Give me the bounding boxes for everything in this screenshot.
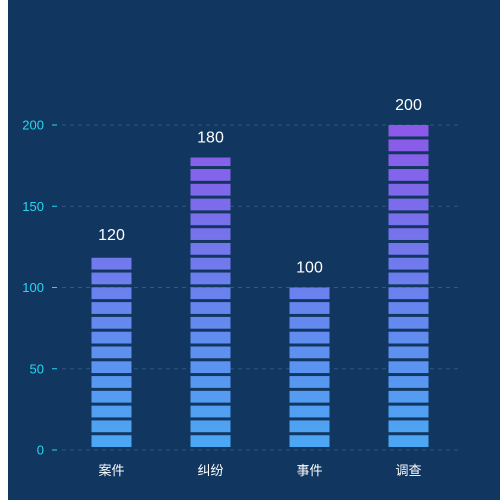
y-tick-label-200: 200 xyxy=(22,118,44,133)
bar-segment-纠纷-6 xyxy=(190,346,231,359)
bar-segment-事件-6 xyxy=(289,346,330,359)
y-tick-label-50: 50 xyxy=(30,361,44,376)
bar-segment-案件-7 xyxy=(91,331,132,344)
bar-segment-调查-5 xyxy=(388,361,429,374)
bar-segment-案件-2 xyxy=(91,405,132,418)
bar-segment-案件-1 xyxy=(91,420,132,433)
bar-事件 xyxy=(289,287,330,447)
bar-segment-案件-8 xyxy=(91,316,132,329)
bar-segment-调查-12 xyxy=(388,257,429,270)
bar-segment-案件-6 xyxy=(91,346,132,359)
bar-segment-调查-21 xyxy=(388,125,429,137)
x-tick-label-调查: 调查 xyxy=(395,464,421,479)
y-axis: 0 50 100 150 200 xyxy=(22,118,44,458)
x-tick-label-案件: 案件 xyxy=(98,464,124,479)
data-label-调查: 200 xyxy=(395,97,422,114)
bar-segment-事件-5 xyxy=(289,361,330,374)
bar-segment-纠纷-2 xyxy=(190,405,231,418)
bar-segment-案件-11 xyxy=(91,272,132,285)
bar-segment-纠纷-3 xyxy=(190,390,231,403)
y-tick-label-150: 150 xyxy=(22,199,44,214)
bar-调查 xyxy=(388,125,429,447)
bar-segment-调查-14 xyxy=(388,228,429,240)
bar-segment-事件-10 xyxy=(289,287,330,300)
bar-segment-纠纷-12 xyxy=(190,257,231,270)
bar-segment-纠纷-4 xyxy=(190,376,231,388)
bar-segment-调查-3 xyxy=(388,390,429,403)
y-tick-label-0: 0 xyxy=(37,443,44,458)
bar-segment-纠纷-7 xyxy=(190,331,231,344)
x-axis: 案件 纠纷 事件 调查 xyxy=(98,464,421,479)
data-label-案件: 120 xyxy=(98,227,125,244)
bar-纠纷 xyxy=(190,157,231,447)
bar-segment-纠纷-17 xyxy=(190,183,231,196)
bar-segment-调查-13 xyxy=(388,242,429,255)
bar-segment-案件-10 xyxy=(91,287,132,300)
bar-segment-事件-7 xyxy=(289,331,330,344)
bar-segment-案件-12 xyxy=(91,257,132,270)
bar-segment-纠纷-9 xyxy=(190,302,231,314)
bar-segment-纠纷-11 xyxy=(190,272,231,285)
bar-segment-案件-3 xyxy=(91,390,132,403)
bar-segment-调查-9 xyxy=(388,302,429,314)
data-labels: 120 180 100 200 xyxy=(98,97,422,277)
bar-segment-纠纷-13 xyxy=(190,242,231,255)
bar-segment-调查-4 xyxy=(388,376,429,388)
bar-segment-调查-8 xyxy=(388,316,429,329)
bar-segment-事件-3 xyxy=(289,390,330,403)
bar-segment-案件-0 xyxy=(91,435,132,447)
bar-segment-调查-15 xyxy=(388,213,429,226)
bar-segment-事件-1 xyxy=(289,420,330,433)
bar-segment-案件-5 xyxy=(91,361,132,374)
bar-segment-纠纷-14 xyxy=(190,228,231,240)
bar-segment-事件-2 xyxy=(289,405,330,418)
bar-segment-事件-8 xyxy=(289,316,330,329)
bar-segment-纠纷-18 xyxy=(190,169,231,181)
data-label-纠纷: 180 xyxy=(197,130,224,147)
bar-案件 xyxy=(91,257,132,447)
bar-segment-调查-7 xyxy=(388,331,429,344)
bar-segment-事件-9 xyxy=(289,302,330,314)
bar-segment-纠纷-19 xyxy=(190,157,231,167)
bar-segment-事件-0 xyxy=(289,435,330,447)
bar-segment-纠纷-16 xyxy=(190,198,231,211)
bar-segment-调查-1 xyxy=(388,420,429,433)
bar-segment-调查-17 xyxy=(388,183,429,196)
bars xyxy=(91,125,429,447)
bar-segment-调查-6 xyxy=(388,346,429,359)
bar-segment-事件-4 xyxy=(289,376,330,388)
bar-segment-纠纷-8 xyxy=(190,316,231,329)
bar-segment-纠纷-15 xyxy=(190,213,231,226)
bar-segment-纠纷-0 xyxy=(190,435,231,447)
bar-segment-调查-19 xyxy=(388,154,429,167)
bar-segment-案件-9 xyxy=(91,302,132,314)
x-tick-label-事件: 事件 xyxy=(296,464,322,479)
bar-segment-调查-10 xyxy=(388,287,429,300)
bar-segment-纠纷-5 xyxy=(190,361,231,374)
bar-segment-调查-11 xyxy=(388,272,429,285)
bar-segment-调查-16 xyxy=(388,198,429,211)
data-label-事件: 100 xyxy=(296,260,323,277)
bar-segment-调查-0 xyxy=(388,435,429,447)
bar-segment-调查-20 xyxy=(388,139,429,152)
bar-segment-调查-18 xyxy=(388,169,429,181)
y-tick-label-100: 100 xyxy=(22,280,44,295)
bar-segment-调查-2 xyxy=(388,405,429,418)
bar-segment-案件-4 xyxy=(91,376,132,388)
bar-segment-纠纷-10 xyxy=(190,287,231,300)
x-tick-label-纠纷: 纠纷 xyxy=(197,464,223,479)
bar-segment-纠纷-1 xyxy=(190,420,231,433)
